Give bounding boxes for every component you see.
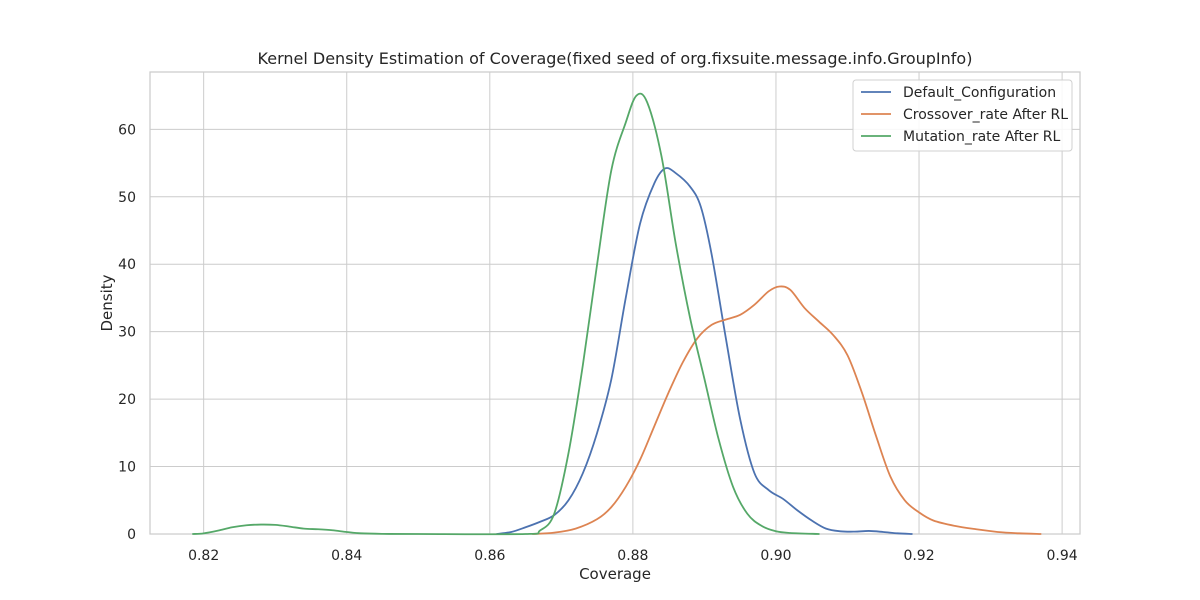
y-tick-label: 30 (118, 325, 136, 341)
y-tick-labels: 0 10 20 30 40 50 60 (118, 122, 136, 543)
chart-title: Kernel Density Estimation of Coverage(fi… (258, 49, 973, 68)
legend: Default_Configuration Crossover_rate Aft… (852, 79, 1073, 152)
legend-box (852, 79, 1073, 152)
x-tick-label: 0.84 (331, 548, 362, 564)
plot-border (149, 71, 1081, 535)
y-axis-label: Density (98, 274, 116, 331)
legend-label-default-configuration: Default_Configuration (903, 85, 1056, 101)
legend-label-mutation-rate: Mutation_rate After RL (903, 129, 1061, 145)
series-line-mutation-rate-after-rl (192, 92, 820, 536)
y-tick-label: 40 (118, 257, 136, 273)
x-tick-label: 0.82 (188, 548, 219, 564)
x-tick-label: 0.92 (903, 548, 934, 564)
x-tick-labels: 0.82 0.84 0.86 0.88 0.90 0.92 0.94 (188, 548, 1078, 564)
series-layer (192, 92, 1042, 536)
axes-frame (149, 71, 1081, 535)
series-line-default-configuration (496, 167, 913, 535)
legend-label-crossover-rate: Crossover_rate After RL (903, 107, 1068, 123)
x-tick-label: 0.88 (617, 548, 648, 564)
y-tick-label: 50 (118, 190, 136, 206)
series-line-crossover-rate-after-rl (531, 285, 1042, 535)
x-axis-label: Coverage (579, 565, 651, 583)
y-tick-label: 60 (118, 122, 136, 138)
x-tick-label: 0.94 (1047, 548, 1078, 564)
y-tick-label: 20 (118, 392, 136, 408)
y-tick-label: 10 (118, 460, 136, 476)
y-tick-label: 0 (127, 527, 136, 543)
x-tick-label: 0.90 (760, 548, 791, 564)
x-tick-label: 0.86 (474, 548, 505, 564)
